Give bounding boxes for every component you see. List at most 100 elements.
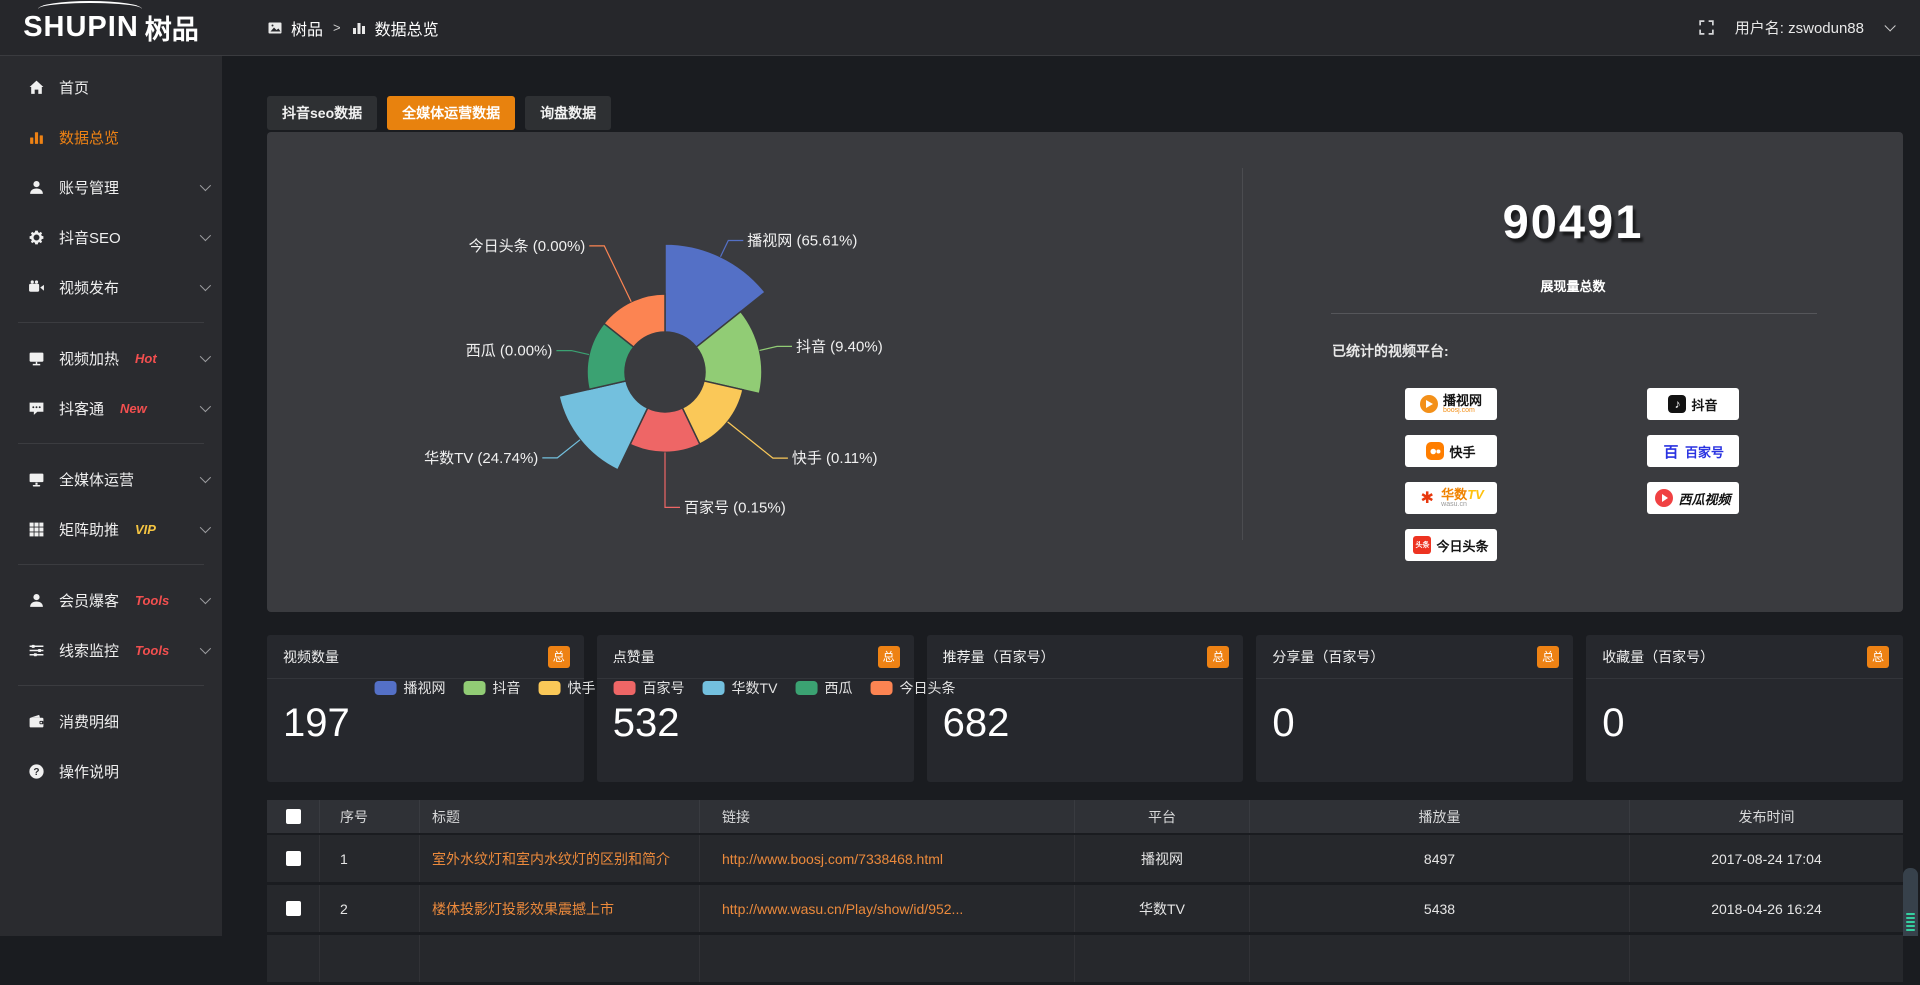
platforms-label: 已统计的视频平台:: [1332, 341, 1449, 361]
sidebar-item-label: 抖客通: [59, 398, 104, 419]
sidebar-item-sliders-13[interactable]: 线索监控 Tools: [0, 625, 222, 675]
stat-card-title: 推荐量（百家号）: [943, 647, 1055, 667]
platform-sub-label: wasu.cn: [1441, 501, 1467, 508]
tab-0[interactable]: 抖音seo数据: [267, 96, 377, 130]
chevron-down-icon: [200, 643, 211, 654]
sidebar-item-label: 抖音SEO: [59, 227, 121, 248]
row-checkbox[interactable]: [286, 851, 301, 866]
total-badge[interactable]: 总: [548, 646, 570, 668]
pie-label-line: [589, 246, 631, 302]
tab-1[interactable]: 全媒体运营数据: [387, 96, 515, 130]
sidebar-item-home-0[interactable]: 首页: [0, 62, 222, 112]
pie-label: 快手 (0.11%): [792, 450, 878, 467]
widget-bar: [1906, 925, 1915, 927]
sidebar-item-chat-7[interactable]: 抖客通 New: [0, 383, 222, 433]
video-title-link[interactable]: 室外水纹灯和室内水纹灯的区别和简介: [432, 849, 670, 869]
chat-icon: [28, 400, 45, 417]
sliders-icon: [28, 642, 45, 659]
sidebar-item-label: 矩阵助推: [59, 519, 119, 540]
sidebar-item-label: 线索监控: [59, 640, 119, 661]
videos-table: 序号标题链接平台播放量发布时间 1 室外水纹灯和室内水纹灯的区别和简介 http…: [267, 800, 1903, 985]
video-title-link[interactable]: 楼体投影灯投影效果震撼上市: [432, 899, 614, 919]
pie-label-line: [728, 422, 788, 458]
legend-item-3[interactable]: 百家号: [614, 678, 685, 698]
pie-label: 播视网 (65.61%): [747, 233, 857, 250]
legend-item-6[interactable]: 今日头条: [870, 678, 955, 698]
platform-share-chart: 播视网 (65.61%)抖音 (9.40%)快手 (0.11%)百家号 (0.1…: [267, 132, 1242, 612]
pie-label: 华数TV (24.74%): [424, 450, 538, 467]
sidebar-badge: Tools: [135, 643, 169, 658]
sidebar-item-chart-1[interactable]: 数据总览: [0, 112, 222, 162]
legend-item-2[interactable]: 快手: [539, 678, 596, 698]
stat-cards-row: 视频数量 总 197 点赞量 总 532 推荐量（百家号） 总 682 分享量（…: [267, 635, 1903, 782]
question-icon: ?: [28, 763, 45, 780]
sidebar-item-label: 视频发布: [59, 277, 119, 298]
tab-2[interactable]: 询盘数据: [525, 96, 611, 130]
stat-card-header: 点赞量 总: [597, 635, 914, 679]
monitor-icon: [28, 471, 45, 488]
row-checkbox[interactable]: [286, 901, 301, 916]
sidebar-item-label: 账号管理: [59, 177, 119, 198]
widget-bar: [1906, 917, 1915, 919]
legend-item-1[interactable]: 抖音: [464, 678, 521, 698]
wasu-logo-icon: ✱: [1418, 489, 1436, 507]
sidebar-item-user-12[interactable]: 会员爆客 Tools: [0, 575, 222, 625]
platform-card-kuaishou[interactable]: 快手: [1405, 435, 1497, 467]
legend-item-4[interactable]: 华数TV: [703, 678, 778, 698]
header-cell-1: 序号: [320, 800, 420, 833]
legend-item-0[interactable]: 播视网: [375, 678, 446, 698]
total-badge[interactable]: 总: [1537, 646, 1559, 668]
sidebar-item-wallet-15[interactable]: 消费明细: [0, 696, 222, 746]
total-badge[interactable]: 总: [878, 646, 900, 668]
platform-card-toutiao[interactable]: 头条今日头条: [1405, 529, 1497, 561]
pie-label: 今日头条 (0.00%): [469, 238, 586, 255]
video-url-link[interactable]: http://www.boosj.com/7338468.html: [722, 851, 943, 867]
stat-card-header: 分享量（百家号） 总: [1256, 635, 1573, 679]
breadcrumb-current[interactable]: 数据总览: [375, 16, 439, 40]
platform-card-baijia[interactable]: 百百家号: [1647, 435, 1739, 467]
username-display[interactable]: 用户名: zswodun88: [1735, 17, 1864, 38]
floating-helper-widget[interactable]: [1903, 868, 1918, 936]
pie-slice-4[interactable]: [559, 381, 648, 470]
row-cell-time: 2018-04-26 16:24: [1630, 885, 1903, 932]
chevron-down-icon: [200, 351, 211, 362]
sidebar-item-video-4[interactable]: 视频发布: [0, 262, 222, 312]
row-cell-link: http://www.boosj.com/7338468.html: [700, 835, 1075, 882]
sidebar-divider: [18, 322, 204, 323]
row-cell-platform: 华数TV: [1075, 885, 1250, 932]
video-url-link[interactable]: http://www.wasu.cn/Play/show/id/952...: [722, 901, 963, 917]
sidebar-item-question-16[interactable]: ? 操作说明: [0, 746, 222, 796]
stat-card-0: 视频数量 总 197: [267, 635, 584, 782]
legend-item-5[interactable]: 西瓜: [795, 678, 852, 698]
platform-card-douyin[interactable]: ♪抖音: [1647, 388, 1739, 420]
sidebar-item-label: 操作说明: [59, 761, 119, 782]
breadcrumb: 树品 > 数据总览: [267, 16, 439, 40]
sidebar-item-user-2[interactable]: 账号管理: [0, 162, 222, 212]
platform-card-xigua[interactable]: 西瓜视频: [1647, 482, 1739, 514]
sidebar-badge: VIP: [135, 522, 156, 537]
legend-chip: [795, 681, 817, 695]
sidebar-item-grid-10[interactable]: 矩阵助推 VIP: [0, 504, 222, 554]
fullscreen-icon[interactable]: [1698, 19, 1715, 36]
app-logo: SHUPIN 树品: [0, 8, 222, 47]
breadcrumb-separator: >: [333, 20, 341, 35]
breadcrumb-root[interactable]: 树品: [291, 16, 323, 40]
total-badge[interactable]: 总: [1207, 646, 1229, 668]
select-all-checkbox[interactable]: [286, 809, 301, 824]
user-icon: [28, 179, 45, 196]
baijiahao-logo-icon: 百: [1662, 442, 1680, 460]
xigua-logo-icon: [1655, 489, 1673, 507]
chevron-down-icon: [200, 522, 211, 533]
sidebar-item-heat-6[interactable]: 视频加热 Hot: [0, 333, 222, 383]
chevron-down-icon: [200, 180, 211, 191]
pie-label: 抖音 (9.40%): [796, 338, 883, 355]
data-tabs: 抖音seo数据全媒体运营数据询盘数据: [267, 96, 1903, 130]
sidebar-item-monitor-9[interactable]: 全媒体运营: [0, 454, 222, 504]
sidebar-divider: [18, 685, 204, 686]
row-cell-checkbox: [267, 835, 320, 882]
total-badge[interactable]: 总: [1867, 646, 1889, 668]
chevron-down-icon[interactable]: [1884, 20, 1895, 31]
sidebar-item-gear-3[interactable]: 抖音SEO: [0, 212, 222, 262]
